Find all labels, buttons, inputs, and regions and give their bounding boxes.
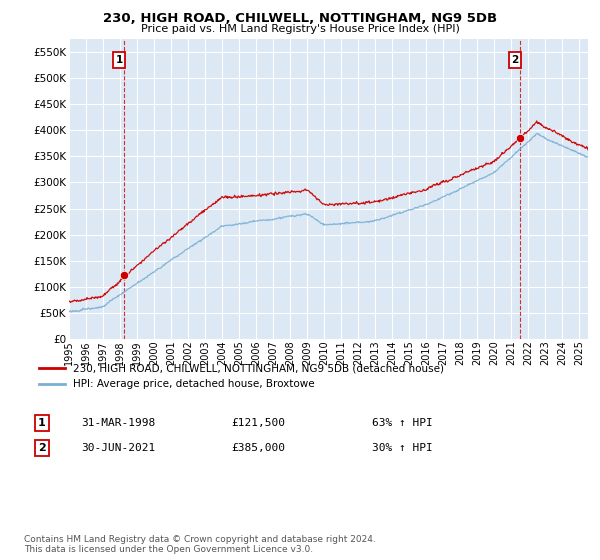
Text: 2: 2 <box>38 443 46 453</box>
Text: 63% ↑ HPI: 63% ↑ HPI <box>372 418 433 428</box>
Text: £385,000: £385,000 <box>231 443 285 453</box>
Text: 31-MAR-1998: 31-MAR-1998 <box>81 418 155 428</box>
Text: Contains HM Land Registry data © Crown copyright and database right 2024.
This d: Contains HM Land Registry data © Crown c… <box>24 535 376 554</box>
Text: 230, HIGH ROAD, CHILWELL, NOTTINGHAM, NG9 5DB: 230, HIGH ROAD, CHILWELL, NOTTINGHAM, NG… <box>103 12 497 25</box>
Text: 30-JUN-2021: 30-JUN-2021 <box>81 443 155 453</box>
Text: £121,500: £121,500 <box>231 418 285 428</box>
Legend: 230, HIGH ROAD, CHILWELL, NOTTINGHAM, NG9 5DB (detached house), HPI: Average pri: 230, HIGH ROAD, CHILWELL, NOTTINGHAM, NG… <box>35 360 448 393</box>
Text: 30% ↑ HPI: 30% ↑ HPI <box>372 443 433 453</box>
Text: Price paid vs. HM Land Registry's House Price Index (HPI): Price paid vs. HM Land Registry's House … <box>140 24 460 34</box>
Text: 1: 1 <box>116 55 123 65</box>
Text: 2: 2 <box>511 55 518 65</box>
Text: 1: 1 <box>38 418 46 428</box>
